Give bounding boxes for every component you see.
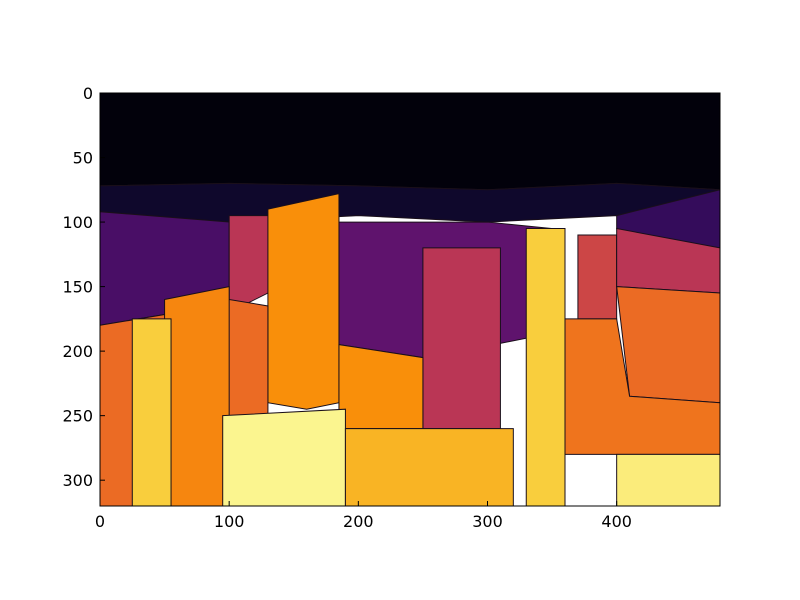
y-axis: 0 50 100 150 200 250 300: [62, 84, 105, 490]
x-tick-label: 200: [343, 512, 374, 531]
region-right-mid-band: [616, 227, 720, 294]
y-tick-label: 200: [62, 342, 93, 361]
x-tick-label: 0: [95, 512, 105, 531]
region-center-orange: [338, 344, 424, 430]
region-base-yellow-right: [616, 453, 720, 506]
heatmap-regions: [100, 93, 720, 506]
region-tower-orange: [267, 193, 340, 410]
x-tick-label: 100: [214, 512, 245, 531]
region-base-yellow-center: [222, 408, 346, 506]
y-tick-label: 0: [83, 84, 93, 103]
x-tick-label: 300: [472, 512, 503, 531]
region-pillar-yellow-right: [525, 228, 566, 506]
y-tick-label: 250: [62, 407, 93, 426]
region-pillar-orange: [164, 285, 230, 506]
region-bldg-red-right: [577, 234, 618, 320]
region-bldg-red-center: [422, 247, 501, 430]
y-tick-label: 150: [62, 278, 93, 297]
y-tick-label: 100: [62, 213, 93, 232]
region-base-stripes: [344, 428, 514, 506]
region-right-orange: [616, 286, 720, 404]
region-right-lower-orange: [564, 318, 720, 455]
plot-frame: [99, 92, 721, 507]
x-axis: 0 100 200 300 400: [95, 501, 632, 531]
region-sky: [100, 93, 720, 191]
y-tick-label: 50: [73, 149, 93, 168]
x-tick-label: 400: [601, 512, 632, 531]
region-pillar-yellow-left: [131, 318, 172, 506]
y-tick-label: 300: [62, 471, 93, 490]
